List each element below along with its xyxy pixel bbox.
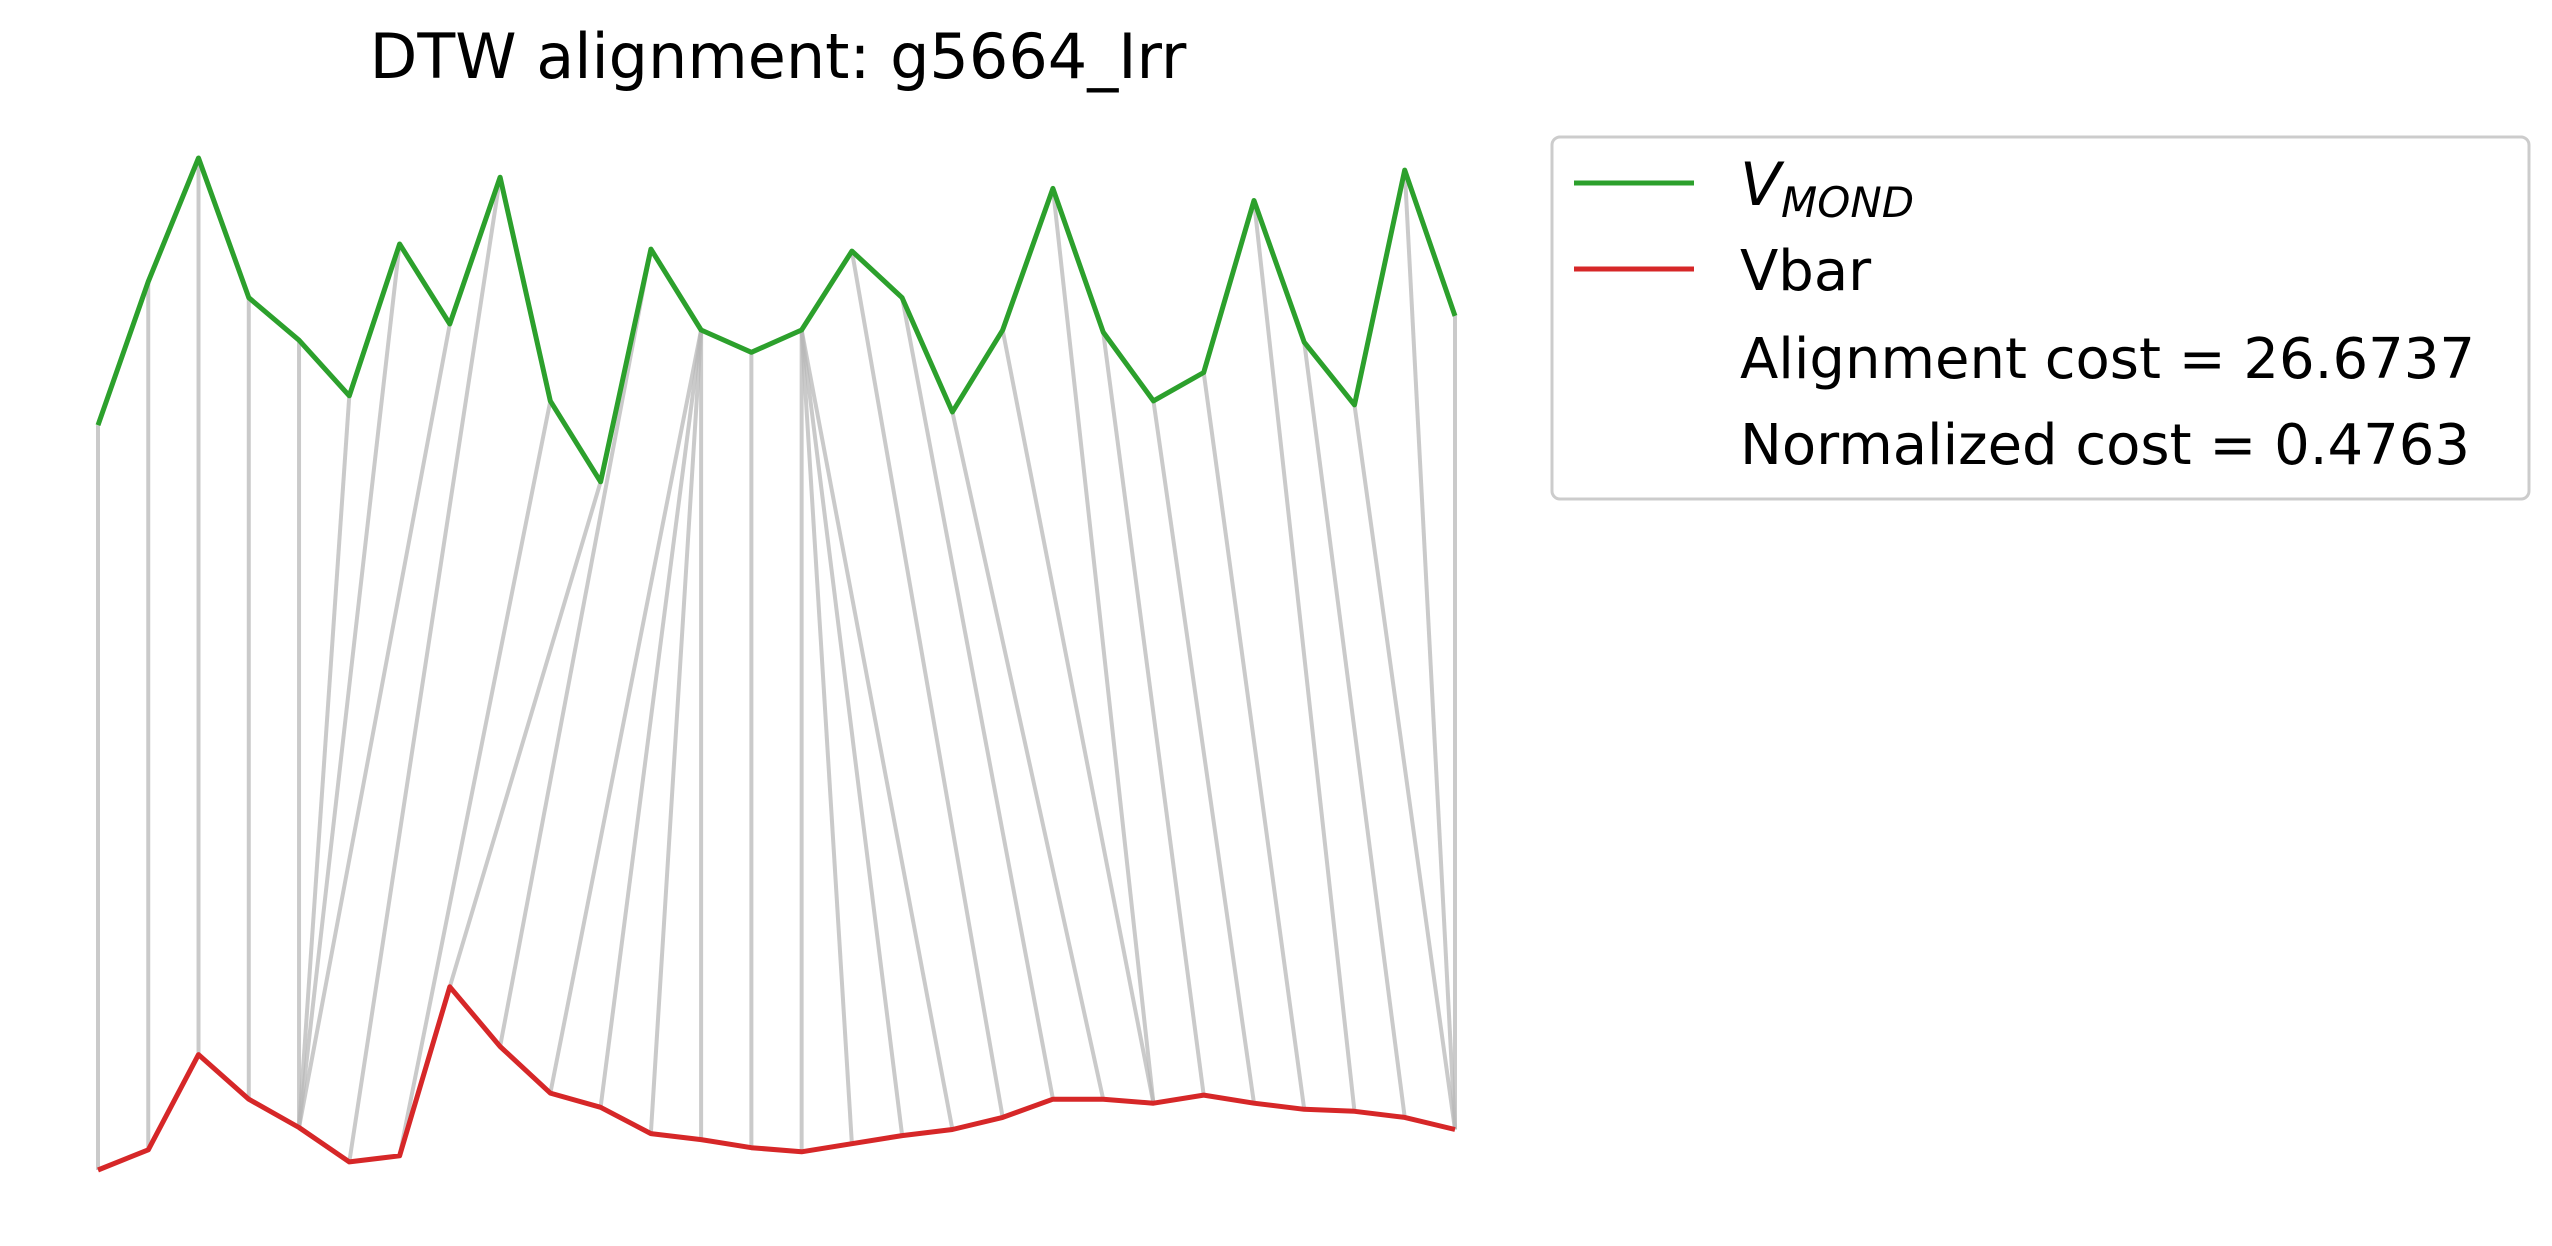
alignment-line <box>1151 400 1256 1104</box>
alignment-line <box>1101 331 1206 1096</box>
alignment-line <box>397 400 553 1157</box>
alignment-line <box>548 329 704 1094</box>
series-lines <box>95 155 1458 1173</box>
alignment-line <box>900 297 1055 1100</box>
alignment-line <box>1000 329 1156 1104</box>
alignment-line <box>799 329 955 1130</box>
alignment-line <box>1251 200 1357 1112</box>
legend-label-vmond-sub: MOND <box>1781 178 1914 227</box>
alignment-line <box>799 329 854 1144</box>
alignment-line <box>799 329 905 1136</box>
alignment-line <box>1050 188 1156 1104</box>
alignment-line <box>648 329 704 1134</box>
legend-normalized-cost: Normalized cost = 0.4763 <box>1740 413 2470 478</box>
legend: VMOND Vbar Alignment cost = 26.6737 Norm… <box>1550 135 2531 501</box>
alignment-line <box>347 176 503 1163</box>
alignment-line <box>297 395 352 1128</box>
vmond-line <box>95 155 1458 485</box>
alignment-line <box>849 250 1005 1118</box>
alignment-line <box>1302 341 1407 1118</box>
vbar-line <box>97 984 1456 1173</box>
alignment-line <box>498 248 653 1047</box>
alignment-line <box>297 323 452 1128</box>
chart-title: DTW alignment: g5664_Irr <box>370 20 1187 93</box>
legend-label-vmond: VMOND <box>1740 150 1914 227</box>
alignment-lines <box>96 158 1457 1170</box>
alignment-line <box>1352 404 1457 1130</box>
alignment-line <box>297 243 402 1128</box>
alignment-line <box>598 329 704 1108</box>
legend-alignment-cost: Alignment cost = 26.6737 <box>1740 327 2475 392</box>
alignment-line <box>950 411 1106 1100</box>
alignment-line <box>447 481 603 988</box>
legend-label-vmond-main: V <box>1740 150 1785 220</box>
legend-label-vbar: Vbar <box>1740 239 1872 304</box>
alignment-line <box>1402 170 1457 1130</box>
legend-frame <box>1550 135 2531 501</box>
alignment-line <box>1201 372 1307 1110</box>
